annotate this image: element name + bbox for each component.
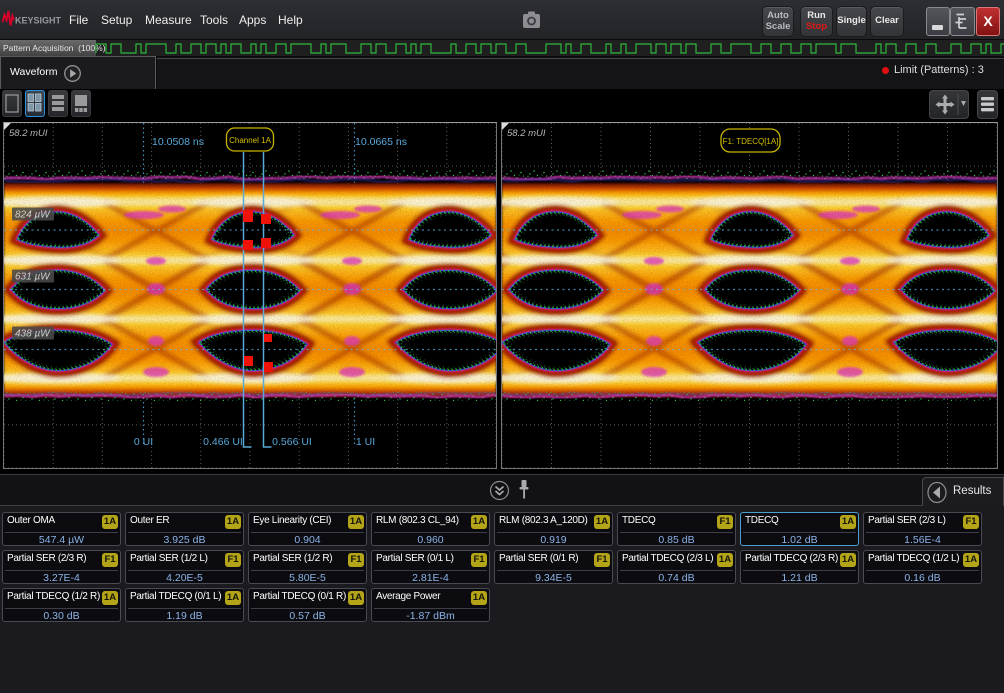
svg-text:F1: TDECQ[1A]: F1: TDECQ[1A] (723, 137, 779, 146)
svg-text:0.466 UI: 0.466 UI (203, 436, 243, 448)
svg-text:631 µW: 631 µW (15, 272, 51, 283)
svg-text:824 µW: 824 µW (15, 210, 51, 221)
svg-text:Channel 1A: Channel 1A (229, 136, 271, 145)
svg-text:1 UI: 1 UI (356, 436, 375, 448)
svg-text:KEYSIGHT: KEYSIGHT (15, 16, 62, 26)
svg-text:58.2 mUI: 58.2 mUI (507, 128, 546, 139)
svg-text:58.2 mUI: 58.2 mUI (9, 128, 48, 139)
svg-text:0.566 UI: 0.566 UI (272, 436, 312, 448)
svg-text:10.0665 ns: 10.0665 ns (355, 136, 407, 148)
svg-text:438 µW: 438 µW (15, 329, 51, 340)
svg-text:10.0508 ns: 10.0508 ns (152, 136, 204, 148)
svg-text:0 UI: 0 UI (134, 436, 153, 448)
